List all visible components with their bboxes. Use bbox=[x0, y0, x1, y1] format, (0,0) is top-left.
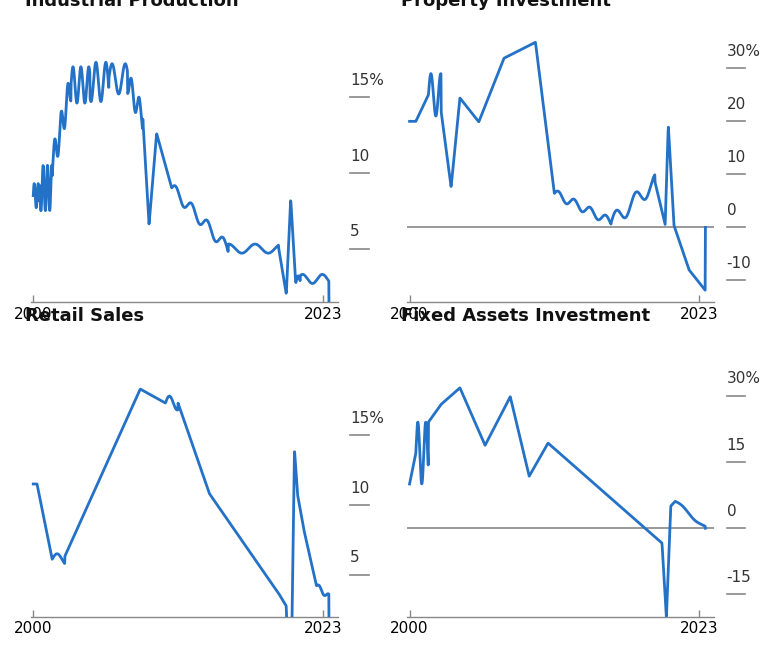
Text: 20: 20 bbox=[727, 97, 746, 112]
Text: Retail Sales: Retail Sales bbox=[25, 307, 144, 325]
Text: 0: 0 bbox=[727, 203, 737, 218]
Text: 30%: 30% bbox=[727, 44, 760, 59]
Text: 15%: 15% bbox=[350, 411, 384, 426]
Text: 10: 10 bbox=[350, 481, 369, 496]
Text: -15: -15 bbox=[727, 570, 751, 585]
Text: Fixed Assets Investment: Fixed Assets Investment bbox=[401, 307, 650, 325]
Text: 15: 15 bbox=[727, 438, 746, 453]
Text: 0: 0 bbox=[727, 504, 737, 519]
Text: 10: 10 bbox=[727, 150, 746, 165]
Text: 5: 5 bbox=[350, 224, 360, 239]
Text: Industrial Production: Industrial Production bbox=[25, 0, 238, 10]
Text: 10: 10 bbox=[350, 149, 369, 164]
Text: 5: 5 bbox=[350, 550, 360, 566]
Text: Property Investment: Property Investment bbox=[401, 0, 611, 10]
Text: 30%: 30% bbox=[727, 371, 760, 387]
Text: -10: -10 bbox=[727, 256, 751, 271]
Text: 15%: 15% bbox=[350, 73, 384, 88]
